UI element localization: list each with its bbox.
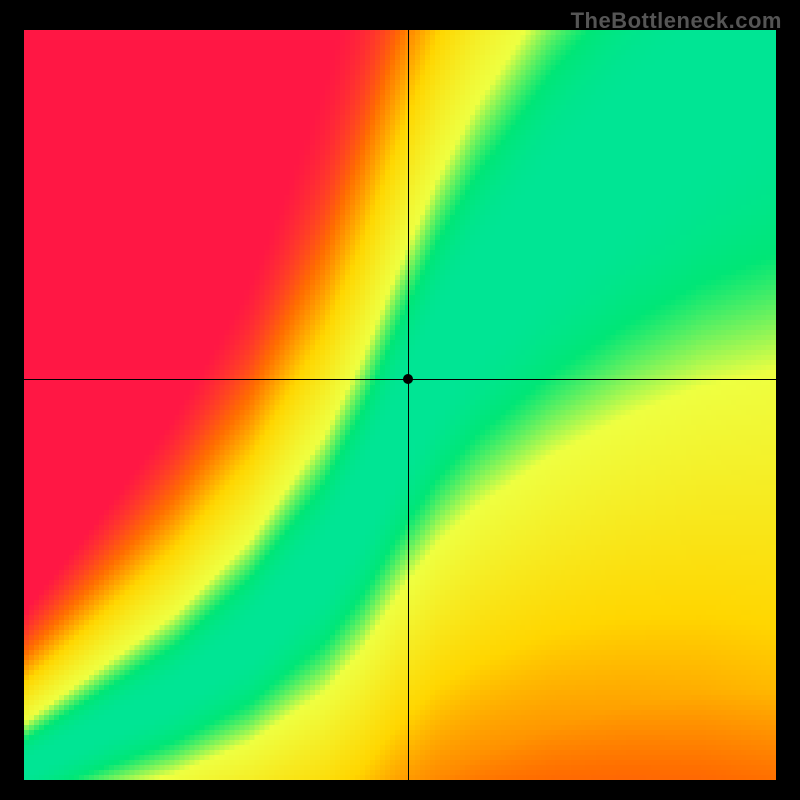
crosshair-horizontal	[24, 379, 776, 380]
watermark-text: TheBottleneck.com	[571, 8, 782, 34]
crosshair-marker	[403, 374, 413, 384]
crosshair-vertical	[408, 30, 409, 780]
heatmap-canvas	[24, 30, 776, 780]
heatmap-plot	[24, 30, 776, 780]
chart-container: TheBottleneck.com	[0, 0, 800, 800]
